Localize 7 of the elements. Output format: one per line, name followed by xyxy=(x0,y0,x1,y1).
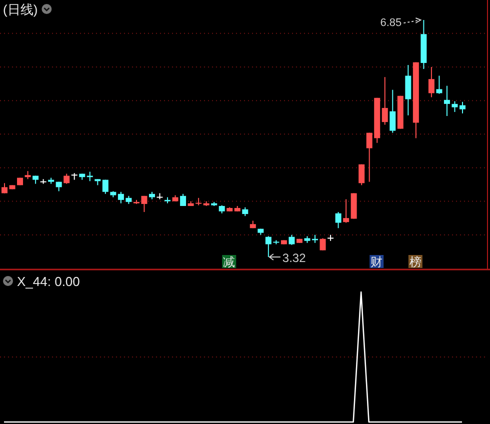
chart-title: X_44: 0.00 xyxy=(17,274,80,289)
annotation: 榜 xyxy=(409,255,422,269)
annotation: 减 xyxy=(223,255,236,269)
annotation: 6.85 xyxy=(380,17,402,29)
annotation: 财 xyxy=(370,255,383,269)
annotation: 3.32 xyxy=(282,251,306,265)
chart-title: (日线) xyxy=(3,2,38,17)
